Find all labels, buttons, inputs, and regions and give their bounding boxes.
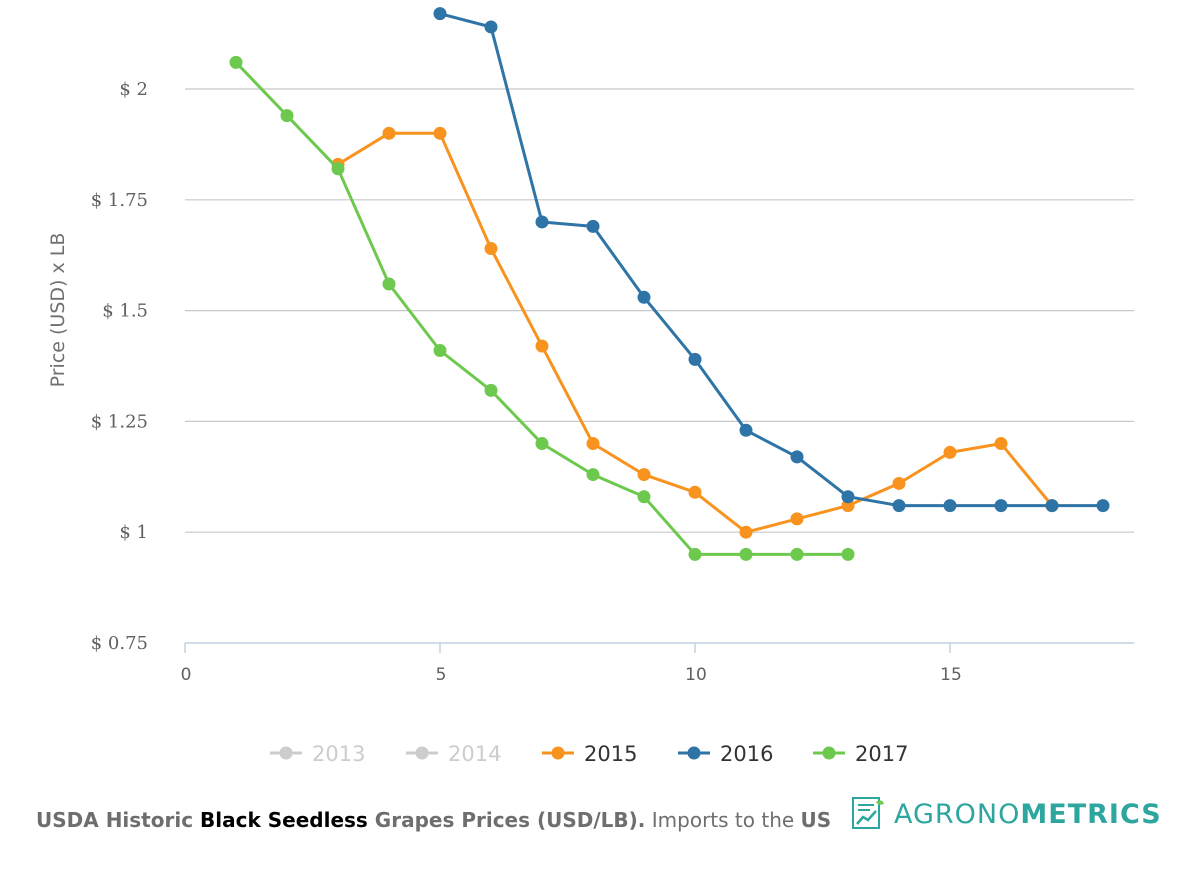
data-point[interactable] (535, 437, 549, 451)
data-point[interactable] (586, 468, 600, 482)
data-point[interactable] (790, 547, 804, 561)
data-point[interactable] (841, 547, 855, 561)
legend-label: 2015 (584, 742, 637, 766)
legend[interactable]: 2013 2014 2015 2016 2017 (270, 742, 908, 766)
agronometrics-logo[interactable]: AGRONOMETRICS (850, 796, 1162, 832)
data-point[interactable] (1045, 499, 1059, 513)
data-point[interactable] (892, 499, 906, 513)
legend-item-2013[interactable]: 2013 (270, 742, 365, 766)
x-tick-label: 15 (940, 665, 962, 685)
series-line-2015 (337, 131, 1054, 534)
data-point[interactable] (892, 476, 906, 490)
line-chart: $ 0.75 $ 1 $ 1.25 $ 1.5 $ 1.75 $ 2 0 5 10 15 Pri… (47, 7, 1134, 766)
y-tick-label: $ 0.75 (91, 633, 148, 654)
chart-document-icon (852, 797, 884, 829)
caption-part-3: Grapes Prices (USD/LB). (367, 808, 646, 832)
data-point[interactable] (586, 437, 600, 451)
legend-label: 2017 (855, 742, 908, 766)
x-tick-label: 5 (436, 665, 447, 685)
data-point[interactable] (994, 437, 1008, 451)
data-point[interactable] (331, 162, 345, 176)
legend-marker (822, 746, 836, 760)
data-point[interactable] (790, 512, 804, 526)
legend-label: 2014 (448, 742, 501, 766)
data-point[interactable] (229, 55, 243, 69)
y-tick-label: $ 2 (119, 79, 148, 100)
series-group (229, 7, 1110, 561)
legend-marker (687, 746, 701, 760)
y-tick-label: $ 1.75 (91, 190, 148, 211)
y-axis-title: Price (USD) x LB (47, 233, 69, 388)
legend-label: 2016 (720, 742, 773, 766)
data-point[interactable] (994, 499, 1008, 513)
caption-part-1: USDA Historic (36, 808, 201, 832)
data-point[interactable] (739, 423, 753, 437)
chart-caption: USDA Historic Black Seedless Grapes Pric… (36, 808, 831, 832)
x-tick-label: 0 (181, 665, 192, 685)
y-axis-ticks: $ 0.75 $ 1 $ 1.25 $ 1.5 $ 1.75 $ 2 (91, 79, 148, 654)
series-2015 (331, 126, 1059, 539)
series-2017 (229, 55, 855, 561)
data-point[interactable] (484, 383, 498, 397)
data-point[interactable] (382, 277, 396, 291)
data-point[interactable] (688, 352, 702, 366)
series-line-2017 (234, 61, 848, 556)
y-tick-label: $ 1.25 (91, 411, 148, 432)
legend-item-2014[interactable]: 2014 (406, 742, 501, 766)
series-line-2016 (439, 12, 1103, 508)
legend-label: 2013 (312, 742, 365, 766)
data-point[interactable] (586, 219, 600, 233)
data-point[interactable] (739, 525, 753, 539)
legend-item-2017[interactable]: 2017 (813, 742, 908, 766)
legend-marker (279, 746, 293, 760)
data-point[interactable] (280, 109, 294, 123)
data-point[interactable] (433, 7, 447, 21)
data-point[interactable] (637, 490, 651, 504)
x-tick-label: 10 (685, 665, 707, 685)
legend-item-2015[interactable]: 2015 (542, 742, 637, 766)
data-point[interactable] (535, 339, 549, 353)
data-point[interactable] (790, 450, 804, 464)
data-point[interactable] (688, 485, 702, 499)
y-tick-label: $ 1 (119, 522, 148, 543)
caption-country: US (800, 808, 832, 832)
caption-product: Black Seedless (200, 808, 368, 832)
data-point[interactable] (739, 547, 753, 561)
data-point[interactable] (484, 20, 498, 34)
data-point[interactable] (637, 290, 651, 304)
series-2016 (433, 7, 1110, 513)
caption-part-4: Imports to the (645, 808, 801, 832)
logo-text-bold: METRICS (1020, 798, 1162, 830)
data-point[interactable] (841, 490, 855, 504)
data-point[interactable] (484, 242, 498, 256)
data-point[interactable] (433, 126, 447, 140)
gridlines (185, 88, 1134, 644)
legend-marker (415, 746, 429, 760)
data-point[interactable] (382, 126, 396, 140)
data-point[interactable] (943, 499, 957, 513)
y-tick-label: $ 1.5 (102, 301, 148, 322)
logo-text-light: AGRONO (894, 798, 1021, 830)
data-point[interactable] (535, 215, 549, 229)
data-point[interactable] (637, 468, 651, 482)
legend-item-2016[interactable]: 2016 (678, 742, 773, 766)
data-point[interactable] (1096, 499, 1110, 513)
data-point[interactable] (943, 445, 957, 459)
data-point[interactable] (688, 547, 702, 561)
x-axis-ticks: 0 5 10 15 (181, 643, 962, 685)
legend-marker (551, 746, 565, 760)
data-point[interactable] (433, 343, 447, 357)
